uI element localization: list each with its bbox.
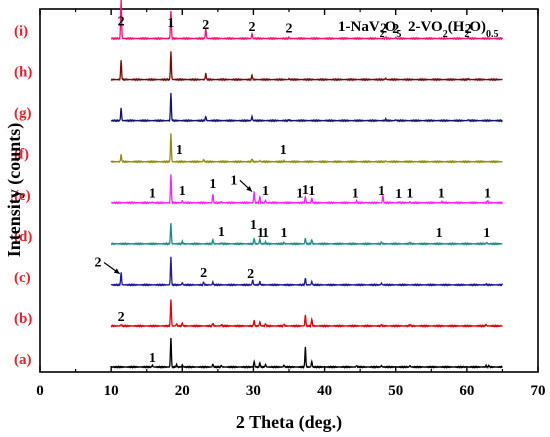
- peak-marker: 1: [378, 184, 385, 199]
- peak-marker: 1: [281, 226, 288, 241]
- peak-marker: 1: [484, 186, 491, 201]
- peak-marker: 1: [406, 186, 413, 201]
- x-axis-title: 2 Theta (deg.): [236, 412, 342, 433]
- curve-labels: (a) (b) (c) (d) (e) (f) (g) (h) (i): [14, 24, 32, 369]
- curve-label: (i): [14, 24, 28, 40]
- curve-label: (f): [14, 147, 29, 163]
- curve-label: (a): [14, 352, 32, 368]
- peak-marker: 2: [202, 18, 209, 33]
- peak-marker: 2: [95, 256, 102, 271]
- peak-marker: 1: [167, 16, 174, 31]
- series-line: [111, 174, 504, 205]
- series-line: [110, 51, 503, 82]
- peak-marker: 1: [352, 186, 359, 201]
- peak-marker: 1: [218, 225, 225, 240]
- x-tick-label: 20: [175, 383, 190, 399]
- arrow-head: [246, 186, 252, 192]
- x-tick-label: 50: [388, 383, 403, 399]
- legend: 1-NaV2O5 2-VO2(H2O)0.5: [338, 19, 499, 40]
- peak-marker: 2: [380, 22, 387, 37]
- curve-label: (d): [14, 229, 32, 245]
- x-tick-label: 40: [317, 383, 332, 399]
- x-ticks: 0 10 20 30 40 50 60 70: [36, 9, 546, 399]
- peak-marker: 1: [179, 184, 186, 199]
- peak-marker: 1: [308, 184, 315, 199]
- series-line: [110, 223, 503, 246]
- peak-marker: 1: [436, 226, 443, 241]
- x-tick-label: 0: [36, 383, 44, 399]
- series-line: [110, 92, 503, 123]
- peak-marker: 1: [149, 351, 156, 366]
- peak-marker: 2: [249, 20, 256, 35]
- peak-marker: 2: [200, 266, 207, 281]
- curves: [110, 0, 504, 370]
- peak-marker: 2: [247, 267, 254, 282]
- x-tick-label: 30: [246, 383, 261, 399]
- y-axis-title: Intensity (counts): [4, 123, 25, 258]
- legend-entry: 2-VO2(H2O)0.5: [408, 19, 499, 40]
- curve-label: (g): [14, 106, 32, 122]
- peak-marker: 1: [149, 186, 156, 201]
- peak-marker: 1: [296, 186, 303, 201]
- plot-frame: [39, 8, 539, 373]
- peak-marker: 1: [209, 177, 216, 192]
- peak-marker: 2: [286, 22, 293, 37]
- peak-marker: 1: [395, 187, 402, 202]
- peak-marker: 1: [257, 226, 264, 241]
- series-line: [111, 337, 503, 370]
- x-tick-label: 10: [104, 383, 119, 399]
- peak-marker: 1: [230, 173, 237, 188]
- peak-marker: 2: [118, 14, 125, 29]
- legend-entry: 1-NaV2O5: [338, 19, 401, 40]
- curve-label: (b): [14, 311, 32, 327]
- peak-marker: 1: [262, 184, 269, 199]
- arrow-head: [113, 268, 120, 274]
- peak-marker: 2: [465, 22, 472, 37]
- series-line: [110, 299, 503, 329]
- peak-marker: 1: [176, 143, 183, 158]
- peak-marker: 2: [118, 310, 125, 325]
- peak-marker: 1: [280, 143, 287, 158]
- series-line: [110, 256, 504, 287]
- curve-label: (c): [14, 270, 31, 286]
- peak-marker: 1: [302, 183, 309, 198]
- curve-label: (e): [14, 188, 31, 204]
- series-line: [110, 133, 503, 164]
- peak-marker: 1: [262, 226, 269, 241]
- peak-marker: 1: [438, 186, 445, 201]
- x-tick-label: 70: [531, 383, 546, 399]
- peak-marker: 1: [250, 218, 257, 233]
- x-tick-label: 60: [459, 383, 474, 399]
- peak-marker: 2: [392, 22, 399, 37]
- peak-marker: 1: [483, 226, 490, 241]
- series-line: [110, 0, 504, 41]
- curve-label: (h): [14, 65, 32, 81]
